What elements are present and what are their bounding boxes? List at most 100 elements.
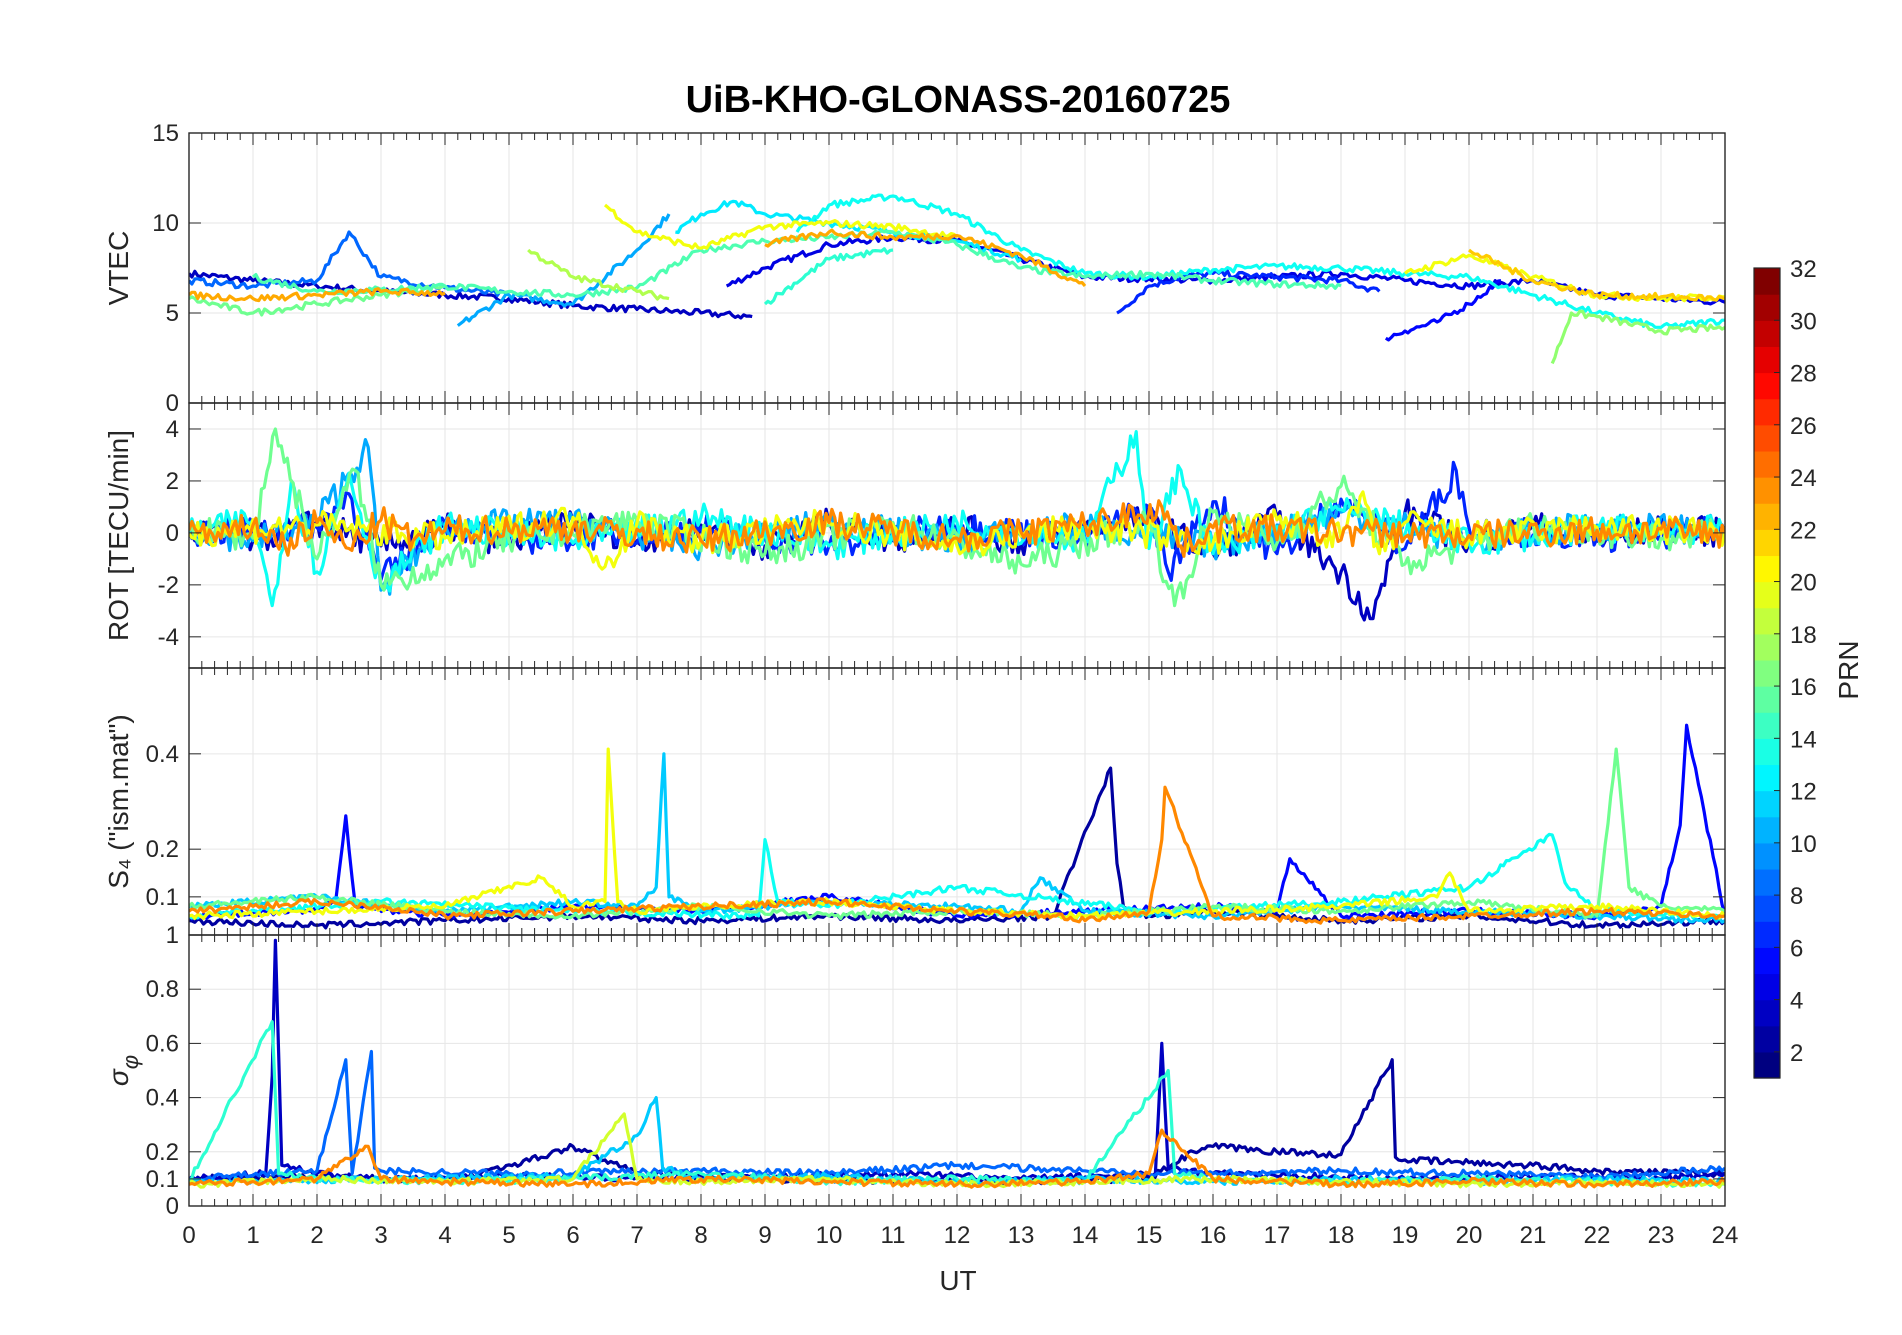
x-tick-label: 17 — [1264, 1222, 1291, 1249]
colorbar-segment — [1754, 895, 1780, 922]
y-axis-label: S₄ ("ism.mat") — [103, 714, 134, 888]
series-line-prn-23 — [764, 228, 1087, 288]
colorbar-segment — [1754, 921, 1780, 948]
series-line-prn-24 — [189, 499, 1725, 558]
series-line-prn-15 — [251, 229, 1342, 299]
colorbar-tick-label: 30 — [1790, 308, 1817, 335]
colorbar-segment — [1754, 268, 1780, 295]
y-tick-label: 0.4 — [146, 741, 179, 768]
series-line-prn-20 — [603, 203, 959, 250]
colorbar-segment — [1754, 529, 1780, 557]
colorbar-segment — [1754, 581, 1780, 609]
y-tick-label: 0.1 — [146, 884, 179, 911]
series-line-prn-13 — [795, 193, 1725, 329]
colorbar-tick-label: 14 — [1790, 726, 1817, 753]
x-tick-label: 9 — [758, 1222, 771, 1249]
series-line-prn-6 — [1116, 269, 1381, 315]
x-tick-label: 16 — [1200, 1222, 1227, 1249]
y-axis-label-sub: φ — [118, 1055, 143, 1069]
colorbar-segment — [1754, 1025, 1780, 1053]
y-tick-label: 0.4 — [146, 1085, 179, 1112]
x-axis-label: UT — [939, 1265, 976, 1296]
colorbar-segment — [1754, 738, 1780, 766]
y-axis-label: σφ — [103, 1055, 143, 1086]
x-tick-label: 1 — [246, 1222, 259, 1249]
y-tick-label: 15 — [152, 120, 179, 147]
y-tick-label: 0.6 — [146, 1030, 179, 1057]
colorbar-tick-label: 12 — [1790, 779, 1817, 806]
x-tick-label: 4 — [438, 1222, 451, 1249]
x-tick-label: 14 — [1072, 1222, 1099, 1249]
colorbar-segment — [1754, 294, 1780, 321]
y-tick-label: 10 — [152, 210, 179, 237]
x-tick-label: 5 — [502, 1222, 515, 1249]
series-line-prn-14 — [763, 247, 894, 306]
y-tick-label: 0 — [166, 520, 179, 547]
colorbar-tick-label: 10 — [1790, 831, 1817, 858]
chart-title: UiB-KHO-GLONASS-20160725 — [686, 79, 1231, 121]
x-tick-label: 7 — [630, 1222, 643, 1249]
x-tick-label: 15 — [1136, 1222, 1163, 1249]
colorbar-tick-label: 22 — [1790, 517, 1817, 544]
y-tick-label: 0 — [166, 1193, 179, 1220]
colorbar-segment — [1754, 477, 1780, 504]
series-group — [189, 723, 1725, 930]
y-tick-label: 2 — [166, 468, 179, 495]
panel-vtec: 0 5 10 15 VTEC — [103, 120, 1726, 417]
colorbar-segment — [1754, 607, 1780, 635]
y-tick-label: 0.2 — [146, 1139, 179, 1166]
colorbar-segment — [1754, 712, 1780, 739]
x-tick-label: 8 — [694, 1222, 707, 1249]
panel-rot: -4 -2 0 2 4 ROT [TECU/min] — [103, 402, 1726, 669]
x-tick-label: 3 — [374, 1222, 387, 1249]
colorbar-segment — [1754, 398, 1780, 426]
x-tick-label: 19 — [1392, 1222, 1419, 1249]
colorbar-segment — [1754, 973, 1780, 1001]
colorbar-tick-label: 4 — [1790, 988, 1803, 1015]
colorbar-label: PRN — [1833, 640, 1864, 699]
colorbar-segment — [1754, 346, 1780, 374]
colorbar-segment — [1754, 764, 1780, 792]
x-tick-label: 10 — [816, 1222, 843, 1249]
colorbar-tick-label: 6 — [1790, 935, 1803, 962]
x-tick-label: 18 — [1328, 1222, 1355, 1249]
series-group — [189, 938, 1725, 1189]
colorbar-segment — [1754, 450, 1780, 478]
series-line-prn-5 — [1384, 279, 1502, 342]
x-tick-label: 22 — [1584, 1222, 1611, 1249]
colorbar-segment — [1754, 686, 1780, 713]
colorbar-segment — [1754, 320, 1780, 347]
y-axis-label: ROT [TECU/min] — [103, 430, 134, 641]
series-line-prn-22 — [1467, 248, 1725, 302]
colorbar-segment — [1754, 1051, 1780, 1079]
colorbar-tick-label: 24 — [1790, 465, 1817, 492]
x-tick-label: 20 — [1456, 1222, 1483, 1249]
colorbar-segment — [1754, 816, 1780, 844]
y-tick-label: 0.8 — [146, 976, 179, 1003]
series-line-prn-24 — [189, 1128, 1725, 1189]
colorbar-segment — [1754, 633, 1780, 661]
x-tick-label: 2 — [310, 1222, 323, 1249]
series-line-prn-17 — [1550, 309, 1725, 365]
series-line-prn-23 — [189, 287, 446, 303]
y-tick-label: 0.1 — [146, 1166, 179, 1193]
series-group — [189, 427, 1725, 622]
colorbar-tick-label: 32 — [1790, 256, 1817, 283]
x-tick-label: 11 — [881, 1222, 906, 1249]
colorbar-tick-label: 2 — [1790, 1040, 1803, 1067]
x-tick-label: 0 — [182, 1222, 195, 1249]
x-axis: 0 1 2 3 4 5 6 7 8 9 10 11 12 13 14 15 16 17 18 19 20 21 22 23 24 — [182, 1222, 1738, 1249]
colorbar-segment — [1754, 842, 1780, 870]
colorbar-tick-label: 8 — [1790, 883, 1803, 910]
colorbar-segment — [1754, 555, 1780, 583]
colorbar-frame — [1753, 267, 1781, 1079]
x-tick-label: 21 — [1520, 1222, 1547, 1249]
series-line-prn-10 — [456, 213, 671, 327]
y-tick-label: 0 — [166, 390, 179, 417]
series-line-prn-18 — [527, 248, 670, 301]
colorbar-segment — [1754, 659, 1780, 687]
colorbar-segment — [1754, 868, 1780, 896]
colorbar-segment — [1754, 424, 1780, 452]
